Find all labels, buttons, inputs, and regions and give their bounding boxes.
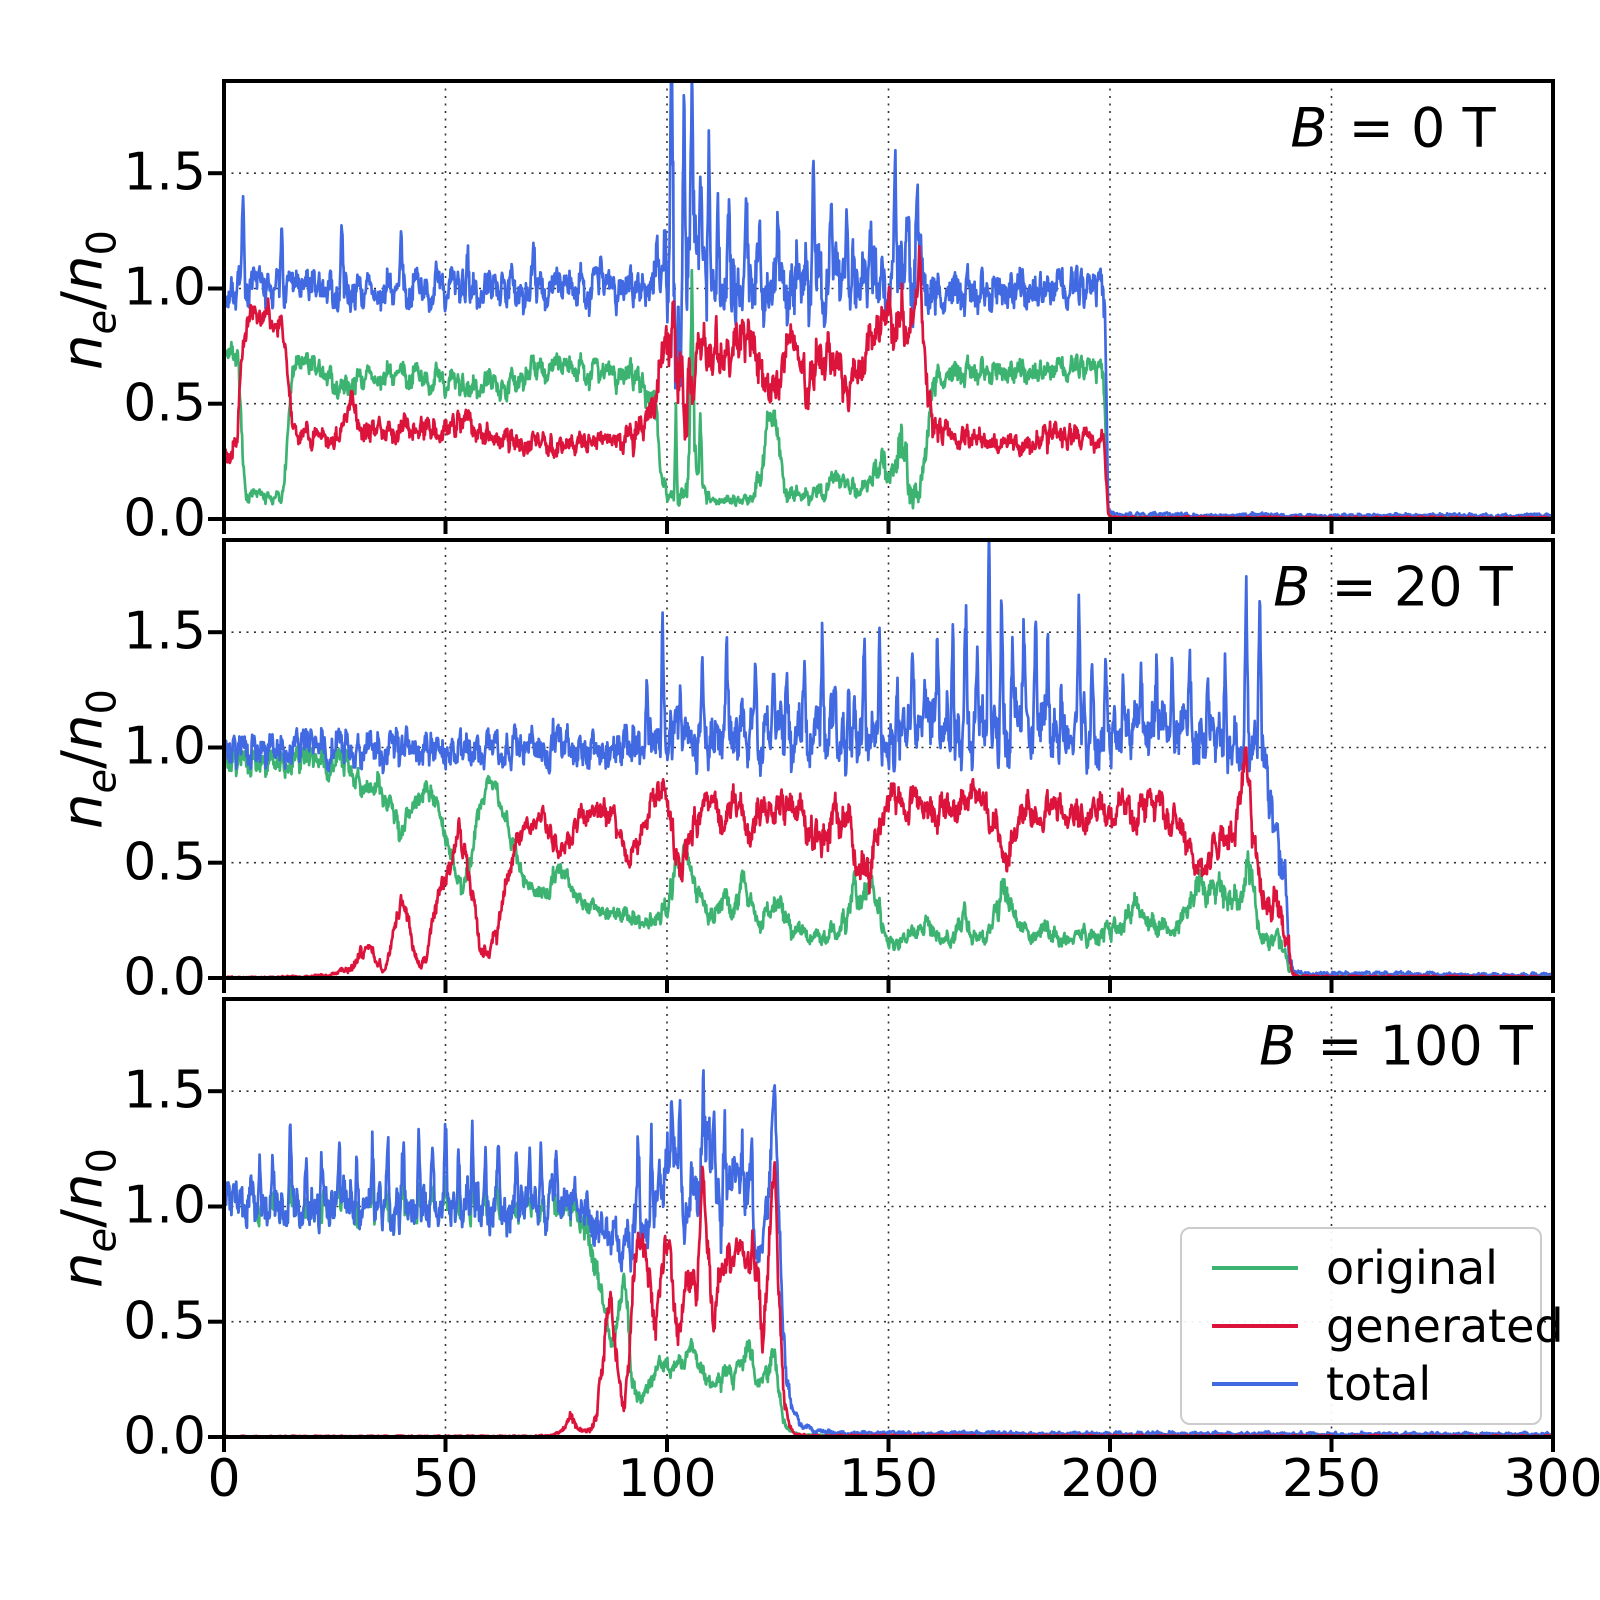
y-axis-label: ne/n0: [50, 689, 126, 829]
series-total: [224, 1068, 1553, 1437]
y-tick-label: 0.5: [123, 1291, 206, 1352]
legend-entry-original: original: [1182, 1245, 1540, 1291]
y-tick-label: 1.0: [123, 258, 206, 319]
legend-entry-generated: generated: [1182, 1303, 1564, 1349]
y-tick-label: 1.5: [123, 601, 206, 662]
legend: original generated total: [1180, 1227, 1564, 1425]
y-tick-label: 0.0: [123, 488, 206, 549]
legend-line-original: [1212, 1266, 1298, 1270]
legend-line-generated: [1212, 1324, 1298, 1328]
annotation-b100: B = 100 T: [1259, 1014, 1533, 1078]
legend-label: total: [1326, 1357, 1432, 1411]
x-tick-label: 0: [207, 1449, 241, 1509]
series-total: [224, 540, 1553, 978]
y-tick-label: 1.5: [123, 142, 206, 203]
annotation-b20: B = 20 T: [1273, 555, 1513, 619]
annotation-b0: B = 0 T: [1290, 96, 1496, 160]
legend-line-total: [1212, 1382, 1298, 1386]
y-tick-label: 0.0: [123, 1406, 206, 1467]
y-tick-label: 0.0: [123, 947, 206, 1008]
y-axis-label: ne/n0: [50, 230, 126, 370]
legend-entry-total: total: [1182, 1361, 1540, 1407]
y-tick-label: 1.0: [123, 717, 206, 778]
y-axis-label: ne/n0: [50, 1148, 126, 1288]
legend-label: generated: [1326, 1299, 1564, 1353]
y-tick-label: 0.5: [123, 832, 206, 893]
x-tick-label: 100: [617, 1449, 717, 1509]
x-tick-label: 250: [1281, 1449, 1382, 1509]
x-tick-label: 50: [412, 1449, 479, 1509]
y-tick-label: 1.0: [123, 1176, 206, 1237]
y-tick-label: 0.5: [123, 373, 206, 434]
y-tick-label: 1.5: [123, 1060, 206, 1121]
x-tick-label: 150: [838, 1449, 939, 1509]
legend-label: original: [1326, 1241, 1498, 1295]
x-tick-label: 200: [1060, 1449, 1160, 1509]
series-generated: [224, 244, 1553, 519]
x-tick-label: 300: [1503, 1449, 1600, 1509]
